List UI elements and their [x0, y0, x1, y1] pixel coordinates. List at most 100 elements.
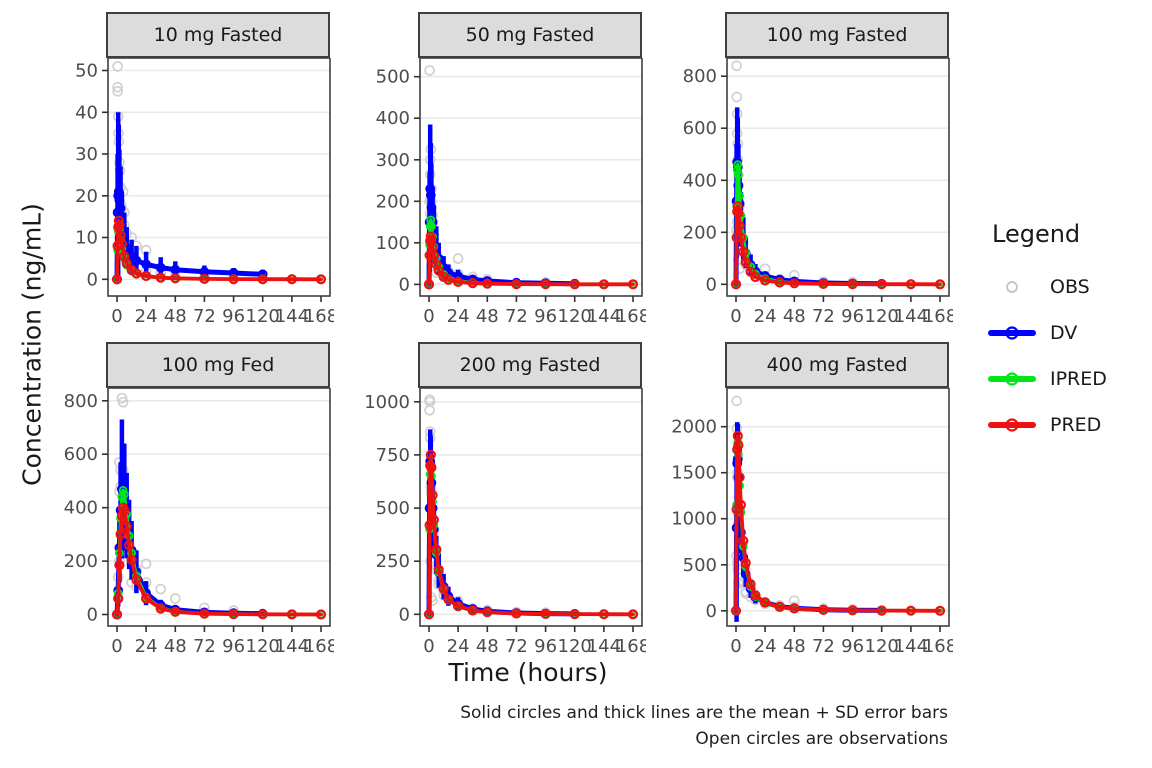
y-axis-title: Concentration (ng/mL) [17, 203, 47, 486]
svg-text:0: 0 [399, 274, 410, 295]
svg-text:168: 168 [616, 306, 646, 327]
legend-item-label: OBS [1050, 276, 1090, 298]
svg-text:96: 96 [222, 636, 245, 657]
svg-text:24: 24 [447, 636, 470, 657]
svg-text:750: 750 [376, 445, 410, 466]
pred-series [730, 201, 946, 290]
legend: Legend OBS DV IPRED PRED [988, 220, 1152, 448]
svg-text:144: 144 [275, 306, 309, 327]
facet-strip-title: 100 mg Fed [106, 342, 330, 388]
legend-title: Legend [992, 220, 1081, 248]
panel-border [726, 58, 950, 297]
svg-text:0: 0 [87, 269, 98, 290]
gridlines [420, 401, 642, 616]
legend-item-list: OBS DV IPRED PRED [988, 264, 1152, 448]
svg-text:100: 100 [376, 233, 410, 254]
svg-text:168: 168 [923, 306, 953, 327]
svg-text:1500: 1500 [671, 463, 717, 484]
svg-text:1000: 1000 [671, 509, 717, 530]
svg-text:72: 72 [193, 306, 216, 327]
svg-text:0: 0 [706, 601, 717, 622]
caption-line-1: Solid circles and thick lines are the me… [460, 703, 948, 723]
svg-text:200: 200 [683, 222, 717, 243]
svg-text:400: 400 [376, 108, 410, 129]
svg-text:48: 48 [164, 636, 187, 657]
svg-text:1000: 1000 [364, 392, 410, 413]
svg-text:120: 120 [558, 636, 592, 657]
svg-text:96: 96 [534, 306, 557, 327]
pred-series [111, 215, 327, 285]
svg-text:0: 0 [111, 636, 122, 657]
svg-text:120: 120 [558, 306, 592, 327]
svg-text:600: 600 [683, 118, 717, 139]
svg-text:72: 72 [812, 636, 835, 657]
panel-border [419, 388, 643, 627]
legend-item-label: IPRED [1050, 368, 1107, 390]
svg-text:144: 144 [894, 306, 928, 327]
svg-text:24: 24 [447, 306, 470, 327]
svg-text:0: 0 [730, 636, 741, 657]
plot-area [423, 65, 639, 290]
svg-text:300: 300 [376, 150, 410, 171]
svg-text:96: 96 [534, 636, 557, 657]
pred-points [730, 201, 946, 290]
svg-text:500: 500 [683, 555, 717, 576]
plot-area [730, 395, 946, 622]
svg-text:800: 800 [64, 391, 98, 412]
svg-text:144: 144 [587, 636, 621, 657]
svg-text:24: 24 [135, 636, 158, 657]
pred-points [423, 231, 639, 290]
svg-text:48: 48 [783, 306, 806, 327]
obs-legend-key-icon [1006, 281, 1018, 293]
svg-text:600: 600 [64, 444, 98, 465]
svg-text:168: 168 [304, 306, 334, 327]
svg-text:144: 144 [894, 636, 928, 657]
svg-text:250: 250 [376, 551, 410, 572]
svg-text:48: 48 [783, 636, 806, 657]
y-axis: 0 500 1000 1500 2000 [671, 417, 727, 622]
y-axis: 0 200 400 600 800 [683, 66, 727, 295]
facet-strip-title: 400 mg Fasted [725, 342, 949, 388]
legend-item-label: PRED [1050, 414, 1102, 436]
y-axis: 0 100 200 300 400 500 [376, 67, 420, 295]
panel-background [727, 388, 949, 626]
svg-text:168: 168 [304, 636, 334, 657]
svg-text:120: 120 [246, 636, 280, 657]
legend-item-obs: OBS [988, 264, 1152, 310]
svg-text:10: 10 [75, 228, 98, 249]
svg-text:30: 30 [75, 144, 98, 165]
svg-text:24: 24 [135, 306, 158, 327]
legend-item-pred: PRED [988, 402, 1152, 448]
panel-border [726, 388, 950, 627]
svg-text:168: 168 [616, 636, 646, 657]
svg-text:200: 200 [64, 551, 98, 572]
legend-item-ipred: IPRED [988, 356, 1152, 402]
facet-strip-title: 10 mg Fasted [106, 12, 330, 58]
svg-text:168: 168 [923, 636, 953, 657]
svg-text:120: 120 [865, 306, 899, 327]
svg-text:400: 400 [64, 498, 98, 519]
svg-text:144: 144 [275, 636, 309, 657]
plot-area [730, 60, 946, 290]
pred-legend-key-icon [988, 418, 1036, 432]
pred-points [111, 502, 327, 620]
y-axis: 0 200 400 600 800 [64, 391, 108, 626]
svg-text:0: 0 [423, 636, 434, 657]
svg-text:0: 0 [399, 604, 410, 625]
svg-text:0: 0 [706, 274, 717, 295]
svg-text:48: 48 [164, 306, 187, 327]
svg-text:0: 0 [730, 306, 741, 327]
pred-points [111, 215, 327, 285]
plot-area [111, 61, 327, 285]
pred-series [111, 502, 327, 620]
caption-line-2: Open circles are observations [695, 729, 948, 749]
svg-text:400: 400 [683, 170, 717, 191]
